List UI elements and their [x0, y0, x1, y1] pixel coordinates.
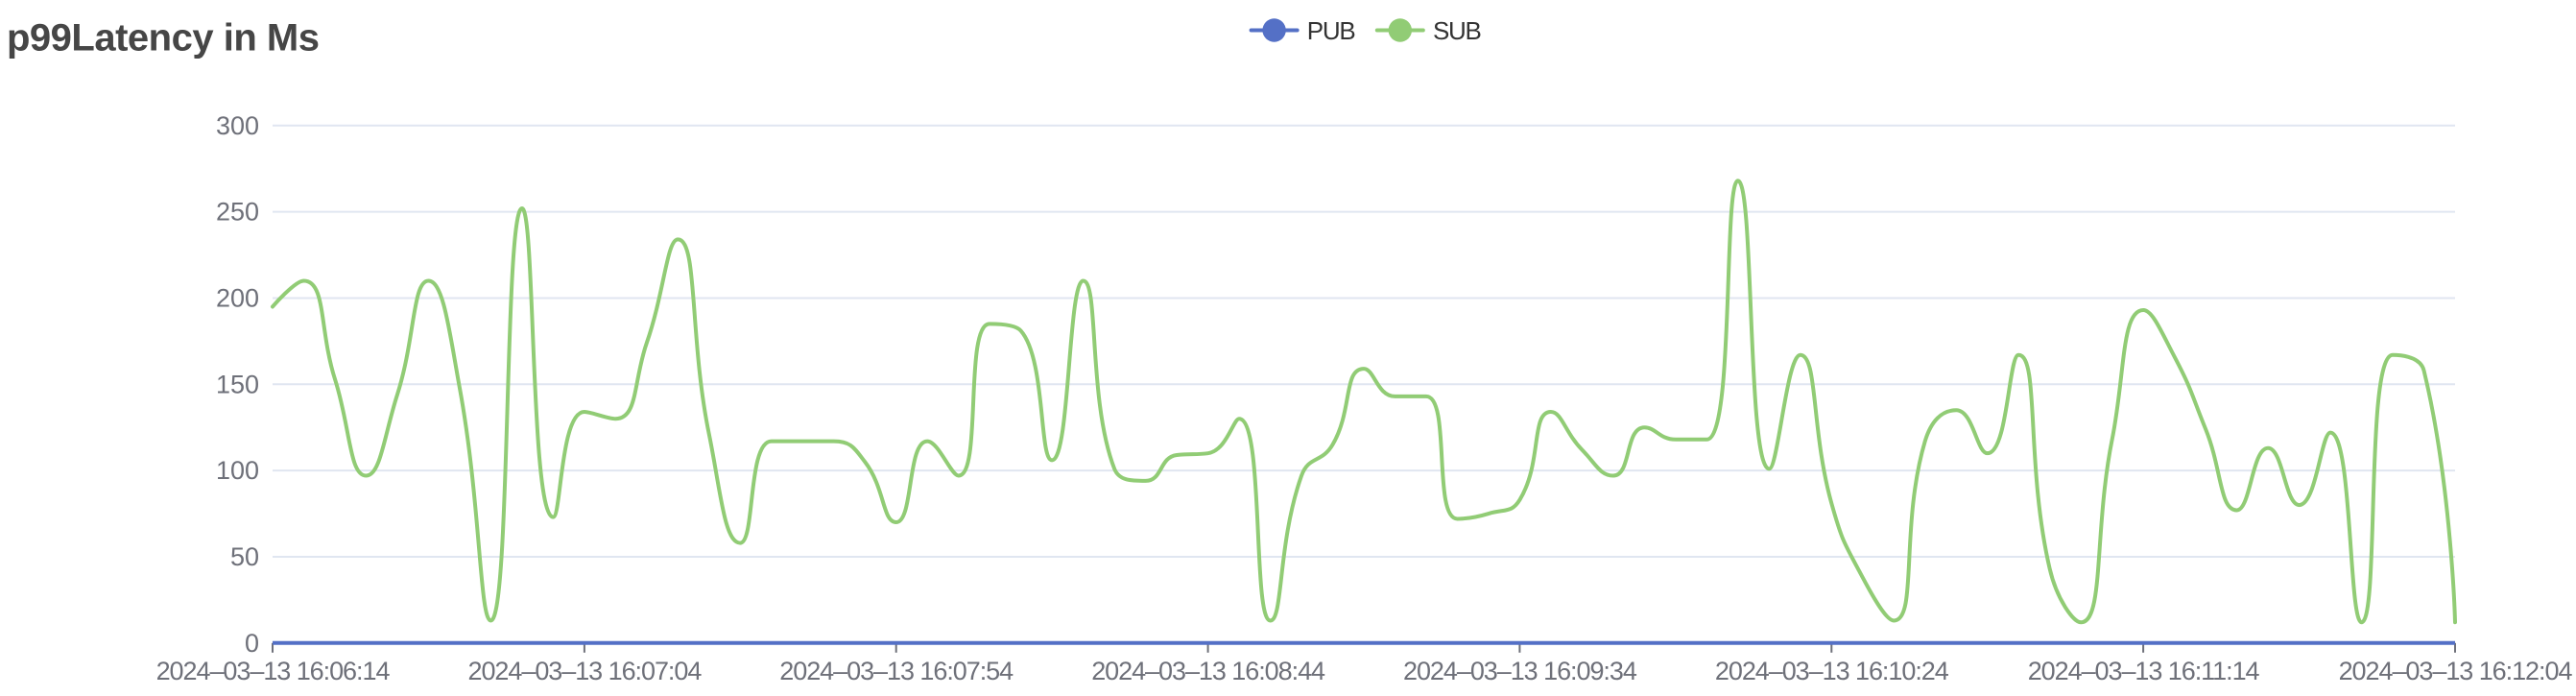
svg-text:SUB: SUB: [1433, 16, 1481, 45]
svg-text:2024–03–13 16:07:54: 2024–03–13 16:07:54: [779, 657, 1014, 685]
svg-text:100: 100: [216, 456, 259, 485]
svg-text:250: 250: [216, 198, 259, 227]
svg-text:150: 150: [216, 370, 259, 398]
svg-text:PUB: PUB: [1307, 16, 1355, 45]
svg-text:2024–03–13 16:08:44: 2024–03–13 16:08:44: [1091, 657, 1325, 685]
svg-text:2024–03–13 16:10:24: 2024–03–13 16:10:24: [1715, 657, 1949, 685]
svg-text:2024–03–13 16:06:14: 2024–03–13 16:06:14: [156, 657, 391, 685]
svg-text:2024–03–13 16:12:04: 2024–03–13 16:12:04: [2339, 657, 2573, 685]
svg-text:200: 200: [216, 284, 259, 313]
svg-text:2024–03–13 16:11:14: 2024–03–13 16:11:14: [2028, 657, 2260, 685]
svg-text:2024–03–13 16:09:34: 2024–03–13 16:09:34: [1403, 657, 1637, 685]
svg-text:50: 50: [230, 542, 259, 571]
svg-text:300: 300: [216, 111, 259, 140]
svg-text:p99Latency in Ms: p99Latency in Ms: [7, 17, 319, 60]
svg-text:2024–03–13 16:07:04: 2024–03–13 16:07:04: [467, 657, 702, 685]
svg-text:0: 0: [245, 629, 259, 658]
